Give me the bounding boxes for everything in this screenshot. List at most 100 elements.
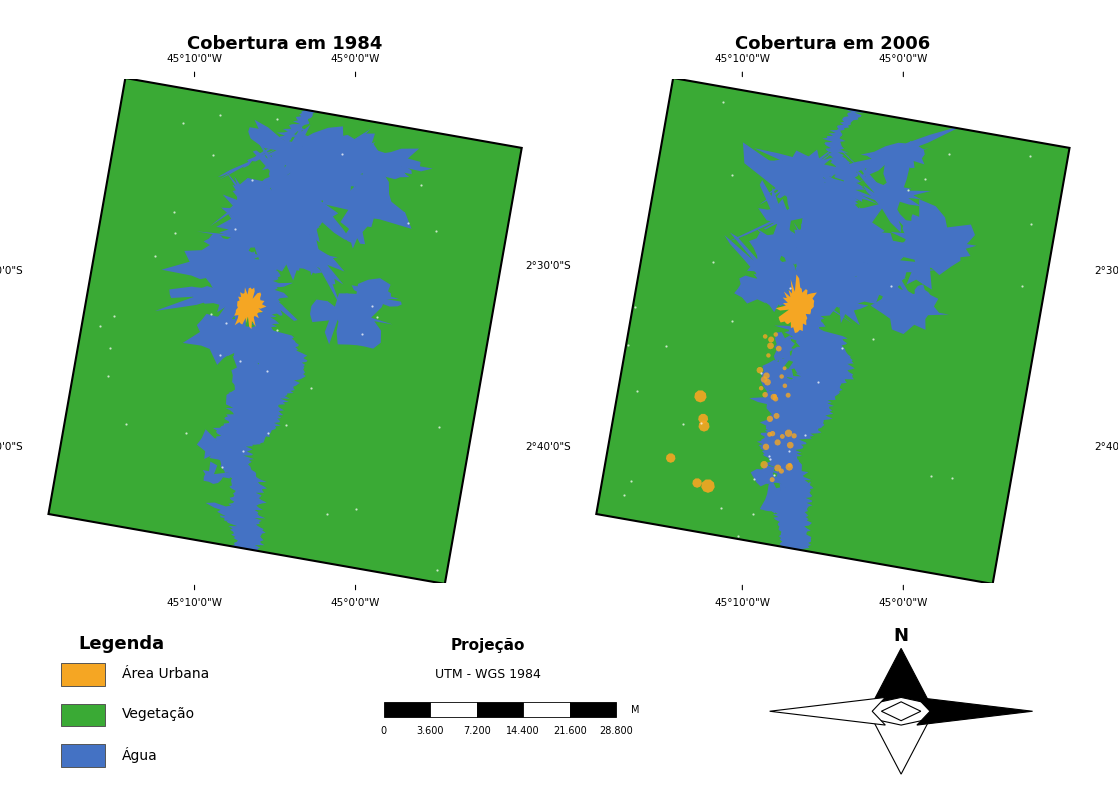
Polygon shape bbox=[761, 370, 802, 394]
Text: Vegetação: Vegetação bbox=[122, 708, 195, 721]
Polygon shape bbox=[858, 206, 920, 310]
Polygon shape bbox=[235, 288, 266, 329]
Polygon shape bbox=[773, 396, 778, 402]
Polygon shape bbox=[735, 276, 786, 303]
Polygon shape bbox=[161, 242, 282, 299]
Polygon shape bbox=[773, 394, 777, 398]
Polygon shape bbox=[759, 386, 764, 391]
Title: Cobertura em 1984: Cobertura em 1984 bbox=[188, 35, 382, 53]
Polygon shape bbox=[344, 151, 385, 180]
Polygon shape bbox=[786, 463, 793, 470]
Text: 2°30'0"S: 2°30'0"S bbox=[0, 266, 23, 276]
Text: Água: Água bbox=[122, 747, 158, 763]
Polygon shape bbox=[326, 133, 375, 188]
Polygon shape bbox=[231, 355, 277, 389]
Polygon shape bbox=[779, 374, 784, 379]
Polygon shape bbox=[879, 157, 911, 211]
Text: 7.200: 7.200 bbox=[463, 727, 491, 736]
Polygon shape bbox=[770, 431, 775, 437]
Polygon shape bbox=[191, 286, 238, 305]
Polygon shape bbox=[211, 99, 320, 563]
Polygon shape bbox=[254, 167, 323, 263]
Polygon shape bbox=[348, 143, 409, 174]
Polygon shape bbox=[215, 267, 275, 327]
Polygon shape bbox=[767, 395, 804, 434]
Polygon shape bbox=[217, 174, 329, 247]
Polygon shape bbox=[749, 389, 797, 410]
Polygon shape bbox=[871, 182, 931, 206]
Polygon shape bbox=[781, 275, 854, 325]
Polygon shape bbox=[767, 416, 774, 422]
Polygon shape bbox=[761, 377, 767, 383]
Polygon shape bbox=[48, 78, 522, 584]
Text: 2°30'0"S: 2°30'0"S bbox=[1095, 266, 1118, 276]
Text: 45°10'0"W: 45°10'0"W bbox=[714, 54, 770, 65]
Polygon shape bbox=[227, 277, 293, 300]
Polygon shape bbox=[776, 242, 858, 318]
Polygon shape bbox=[787, 442, 794, 448]
Polygon shape bbox=[774, 413, 779, 419]
Text: 45°0'0"W: 45°0'0"W bbox=[879, 54, 928, 65]
Bar bbox=[430, 702, 476, 717]
Polygon shape bbox=[218, 144, 277, 180]
Polygon shape bbox=[757, 367, 764, 374]
Bar bbox=[476, 702, 523, 717]
Polygon shape bbox=[756, 256, 805, 287]
Polygon shape bbox=[182, 314, 250, 365]
Polygon shape bbox=[796, 403, 822, 428]
Polygon shape bbox=[226, 171, 264, 221]
Polygon shape bbox=[768, 336, 774, 343]
Polygon shape bbox=[776, 346, 781, 351]
Polygon shape bbox=[694, 390, 707, 403]
Polygon shape bbox=[822, 205, 861, 309]
Text: 45°10'0"W: 45°10'0"W bbox=[167, 597, 222, 608]
Polygon shape bbox=[760, 482, 781, 514]
Text: 45°0'0"W: 45°0'0"W bbox=[879, 597, 928, 608]
Polygon shape bbox=[770, 394, 777, 400]
Polygon shape bbox=[783, 384, 787, 388]
Polygon shape bbox=[762, 334, 768, 339]
Polygon shape bbox=[787, 463, 793, 467]
Polygon shape bbox=[832, 262, 908, 304]
Polygon shape bbox=[226, 370, 260, 411]
Polygon shape bbox=[783, 366, 787, 370]
Text: Legenda: Legenda bbox=[78, 635, 164, 653]
Polygon shape bbox=[769, 697, 885, 725]
Polygon shape bbox=[220, 509, 237, 522]
Polygon shape bbox=[762, 392, 768, 398]
Polygon shape bbox=[339, 285, 401, 307]
Polygon shape bbox=[197, 429, 247, 469]
Text: 2°40'0"S: 2°40'0"S bbox=[525, 441, 571, 452]
Polygon shape bbox=[243, 346, 260, 381]
Polygon shape bbox=[221, 248, 264, 335]
Bar bbox=[61, 663, 105, 686]
Polygon shape bbox=[278, 196, 313, 271]
Polygon shape bbox=[760, 371, 798, 388]
Polygon shape bbox=[749, 232, 790, 264]
Text: 0: 0 bbox=[380, 727, 387, 736]
Polygon shape bbox=[774, 333, 778, 336]
Polygon shape bbox=[756, 228, 832, 281]
Polygon shape bbox=[826, 225, 882, 271]
Bar bbox=[383, 702, 430, 717]
Polygon shape bbox=[758, 180, 809, 266]
Polygon shape bbox=[247, 191, 330, 237]
Text: 2°40'0"S: 2°40'0"S bbox=[0, 441, 23, 452]
Polygon shape bbox=[774, 160, 812, 217]
Polygon shape bbox=[898, 284, 932, 310]
Bar bbox=[61, 744, 105, 767]
Polygon shape bbox=[206, 262, 257, 288]
Polygon shape bbox=[779, 469, 784, 474]
Polygon shape bbox=[724, 232, 797, 304]
Polygon shape bbox=[910, 208, 936, 233]
Polygon shape bbox=[792, 222, 830, 272]
Polygon shape bbox=[780, 434, 785, 439]
Polygon shape bbox=[767, 432, 773, 437]
Polygon shape bbox=[780, 347, 812, 374]
Polygon shape bbox=[692, 478, 702, 488]
Polygon shape bbox=[769, 478, 775, 482]
Polygon shape bbox=[785, 429, 793, 437]
Polygon shape bbox=[760, 461, 768, 469]
Polygon shape bbox=[775, 465, 781, 471]
Polygon shape bbox=[323, 157, 411, 240]
